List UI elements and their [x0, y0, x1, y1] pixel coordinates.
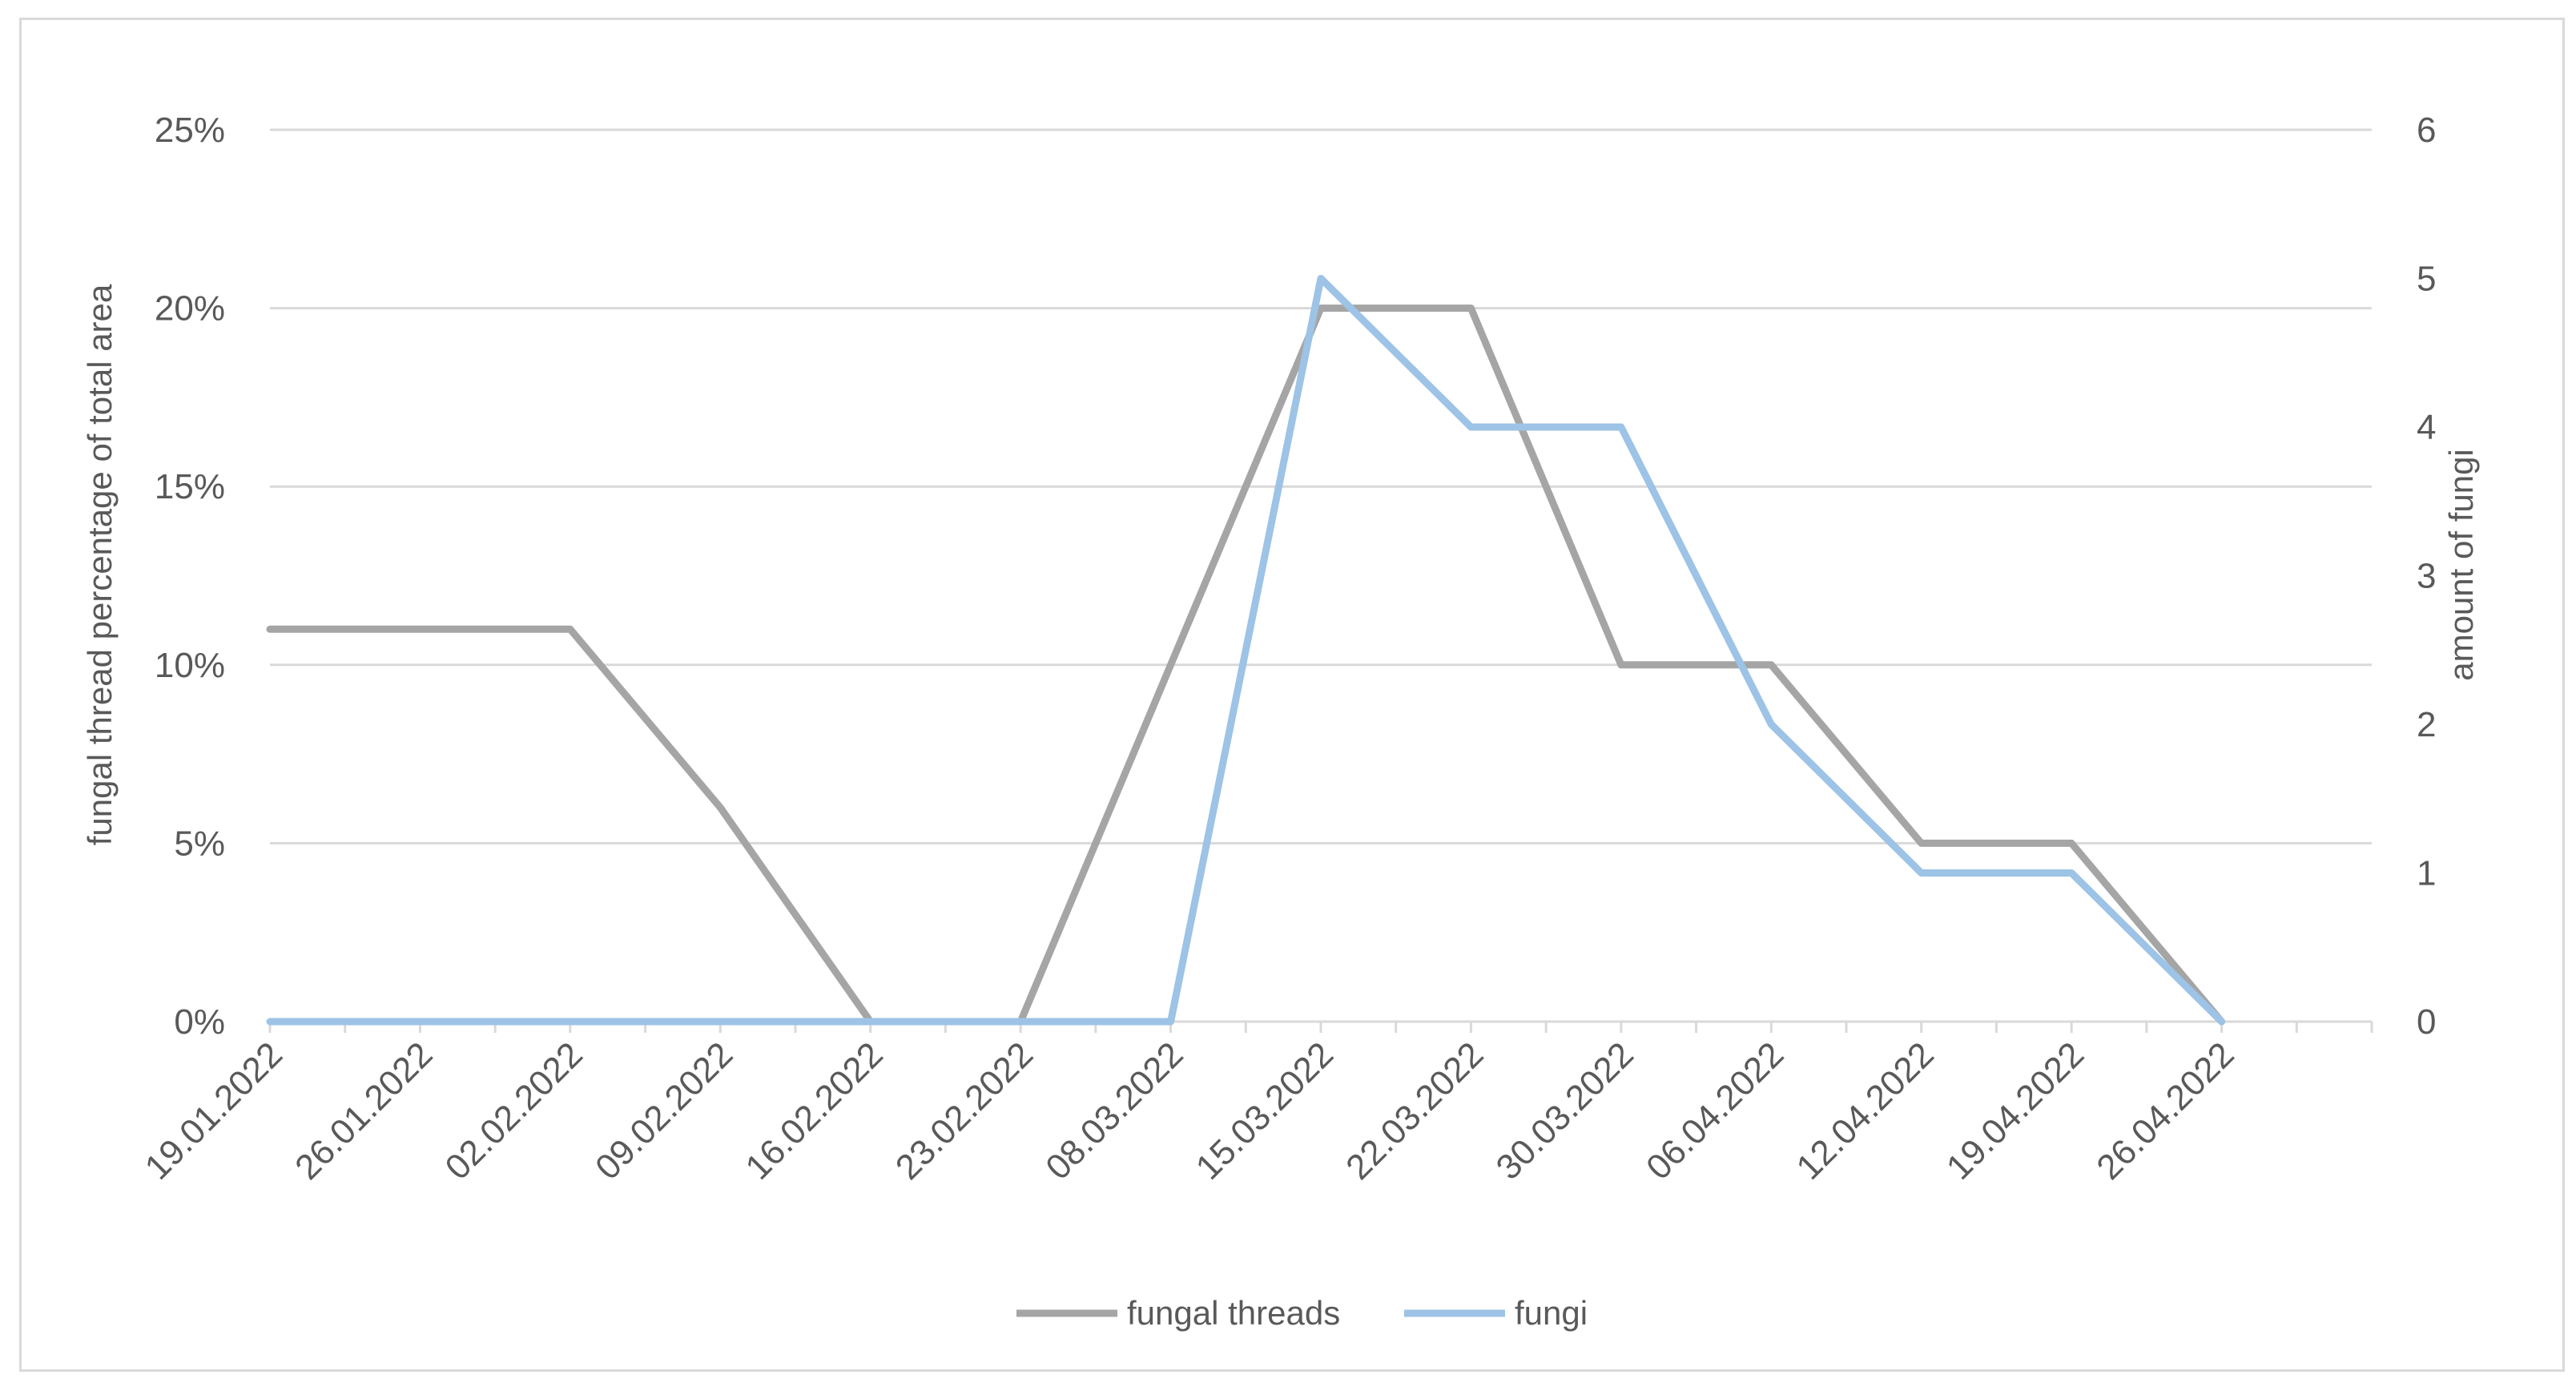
legend: fungal threads fungi: [1016, 1294, 1588, 1332]
y-tick-label: 25%: [155, 111, 225, 150]
y-tick-label: 10%: [155, 646, 225, 685]
x-tick-label: 26.01.2022: [288, 1034, 440, 1187]
tick-labels: 0% 5% 10% 15% 20% 25% 0 1 2 3 4 5 6 19.01.202226.01.2…: [138, 111, 2437, 1187]
y2-tick-label: 5: [2417, 260, 2436, 299]
y2-tick-label: 6: [2417, 111, 2436, 150]
x-tick-label: 19.01.2022: [138, 1034, 290, 1187]
y-tick-label: 20%: [155, 289, 225, 329]
x-tick-label: 02.02.2022: [438, 1034, 590, 1187]
x-tick-label: 12.04.2022: [1789, 1034, 1941, 1187]
x-tick-label: 16.02.2022: [738, 1034, 890, 1187]
chart-frame: 0% 5% 10% 15% 20% 25% 0 1 2 3 4 5 6 19.01.2022 26.01.2…: [19, 18, 2565, 1372]
gridlines: [270, 128, 2372, 845]
y-axis-title: fungal thread percentage of total area: [81, 284, 119, 845]
x-tick-label: 09.02.2022: [588, 1034, 740, 1187]
x-tick-label: 06.04.2022: [1639, 1034, 1791, 1187]
x-tick-label: 30.03.2022: [1489, 1034, 1641, 1187]
legend-label-fungal-threads: fungal threads: [1127, 1294, 1340, 1332]
y2-tick-label: 0: [2417, 1002, 2436, 1042]
legend-label-fungi: fungi: [1515, 1294, 1588, 1332]
y-tick-label: 5%: [174, 824, 225, 863]
y2-tick-label: 1: [2417, 854, 2436, 893]
y2-tick-label: 3: [2417, 557, 2436, 596]
series-lines: [266, 275, 2226, 1026]
x-tick-label: 23.02.2022: [888, 1034, 1040, 1187]
y-tick-label: 0%: [174, 1002, 225, 1042]
y-tick-label: 15%: [155, 467, 225, 506]
x-tick-label: 26.04.2022: [2089, 1034, 2241, 1187]
series-line-fungi: [266, 275, 2226, 1026]
x-tick-label: 22.03.2022: [1338, 1034, 1491, 1187]
y2-tick-label: 4: [2417, 408, 2436, 447]
y2-tick-label: 2: [2417, 705, 2436, 744]
x-tick-label: 19.04.2022: [1939, 1034, 2091, 1187]
x-tick-label: 08.03.2022: [1038, 1034, 1190, 1187]
series-line-fungal-threads: [266, 304, 2226, 1026]
line-chart: 0% 5% 10% 15% 20% 25% 0 1 2 3 4 5 6 19.01.202226.01.2…: [81, 111, 2480, 1332]
y2-axis-title: amount of fungi: [2442, 449, 2480, 681]
x-tick-label: 15.03.2022: [1189, 1034, 1341, 1187]
